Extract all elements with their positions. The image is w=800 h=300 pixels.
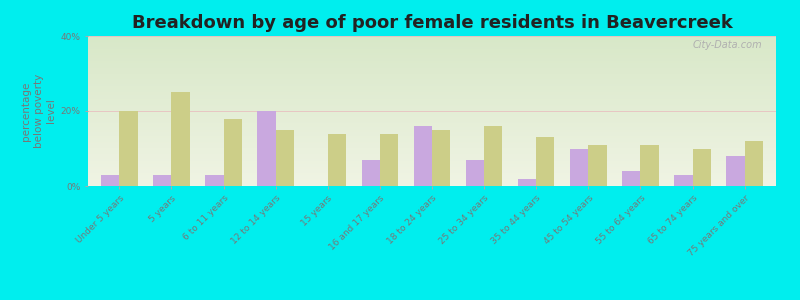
Bar	[570, 148, 588, 186]
Bar	[328, 134, 346, 186]
Bar	[223, 118, 242, 186]
Bar	[362, 160, 380, 186]
Bar	[518, 178, 536, 186]
Bar	[466, 160, 484, 186]
Bar	[484, 126, 502, 186]
Y-axis label: percentage
below poverty
level: percentage below poverty level	[22, 74, 56, 148]
Bar	[206, 175, 223, 186]
Bar	[153, 175, 171, 186]
Bar	[276, 130, 294, 186]
Bar	[536, 137, 554, 186]
Bar	[414, 126, 432, 186]
Title: Breakdown by age of poor female residents in Beavercreek: Breakdown by age of poor female resident…	[131, 14, 733, 32]
Bar	[432, 130, 450, 186]
Bar	[622, 171, 641, 186]
Bar	[674, 175, 693, 186]
Bar	[101, 175, 119, 186]
Bar	[588, 145, 606, 186]
Bar	[641, 145, 658, 186]
Bar	[693, 148, 711, 186]
Bar	[171, 92, 190, 186]
Bar	[258, 111, 276, 186]
Text: City-Data.com: City-Data.com	[693, 40, 762, 50]
Bar	[119, 111, 138, 186]
Bar	[380, 134, 398, 186]
Bar	[726, 156, 745, 186]
Bar	[745, 141, 763, 186]
